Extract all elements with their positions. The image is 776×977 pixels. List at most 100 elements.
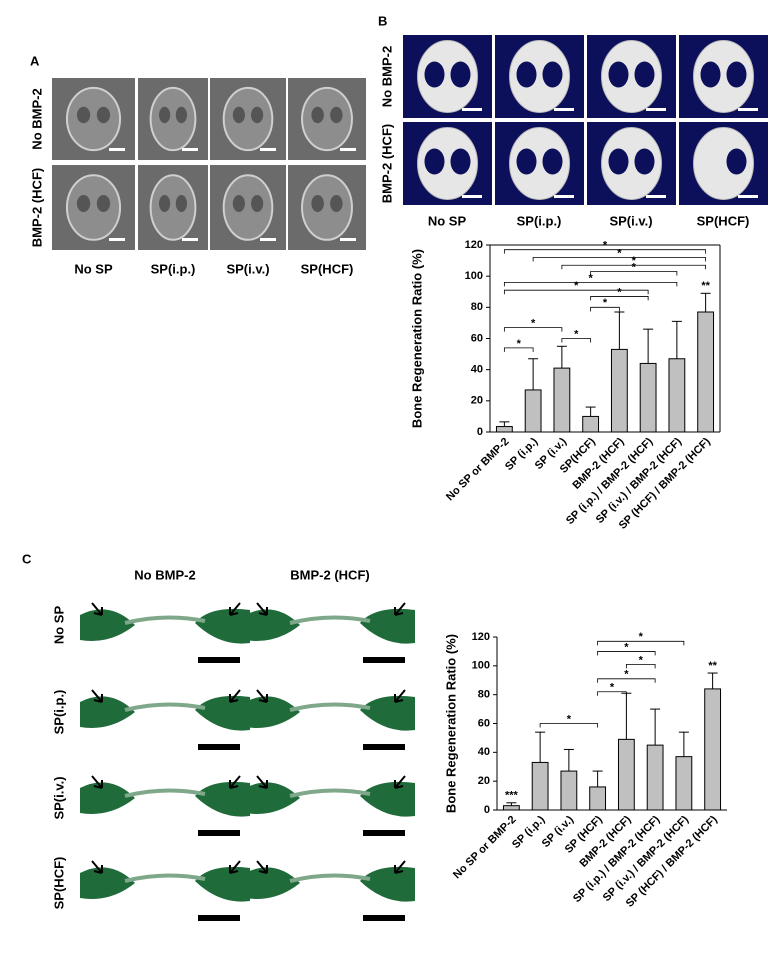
bracket-label: *: [531, 317, 536, 329]
y-tick-label: 120: [472, 631, 490, 643]
skull: [65, 86, 122, 152]
arrow: [394, 860, 406, 874]
y-tick-label: 80: [471, 301, 483, 313]
scale-bar: [554, 195, 574, 198]
bone-left: [245, 782, 300, 814]
bracket-label: *: [588, 272, 593, 284]
bar: [668, 358, 686, 433]
bar: [495, 426, 513, 433]
scale-bar: [363, 744, 405, 750]
defect: [450, 61, 471, 88]
bracket-label: *: [574, 328, 579, 340]
significance: ***: [505, 790, 519, 802]
bracket: [532, 257, 707, 262]
arrow: [229, 602, 241, 616]
y-tick-label: 20: [478, 775, 490, 787]
bracket-label: *: [610, 682, 615, 694]
bar: [704, 688, 722, 811]
bar: [553, 367, 571, 433]
scale-bar: [260, 238, 276, 241]
scale-bar: [260, 148, 276, 151]
x-tick-label: SP (i.p.): [510, 813, 548, 851]
panel-label: C: [22, 551, 32, 566]
eye-socket: [96, 195, 111, 212]
bar: [582, 415, 600, 433]
bone-right: [195, 695, 250, 731]
eye-socket: [251, 106, 264, 124]
row-label: SP(HCF): [51, 857, 66, 910]
scale-bar: [554, 108, 574, 111]
scale-bar: [198, 830, 240, 836]
bracket-label: *: [639, 631, 644, 643]
column-label: SP(i.v.): [609, 213, 652, 228]
y-tick-label: 0: [484, 804, 490, 816]
scale-bar: [109, 238, 125, 241]
bracket-label: *: [603, 240, 608, 252]
bracket: [503, 289, 649, 295]
column-label: SP(i.v.): [226, 261, 269, 276]
bracket: [590, 296, 649, 301]
bar: [639, 362, 657, 433]
scale-bar: [198, 744, 240, 750]
bracket: [503, 282, 678, 287]
y-tick-label: 100: [472, 660, 490, 672]
defect: [700, 61, 721, 88]
arrow: [91, 602, 103, 616]
scale-bar: [462, 195, 482, 198]
scale-bar: [340, 238, 356, 241]
bar: [675, 756, 693, 811]
bone-left: [80, 867, 135, 899]
y-axis-label: Bone Regeneration Ratio (%): [409, 249, 424, 428]
bone-left: [245, 696, 300, 728]
arrow: [91, 775, 103, 789]
y-axis-label: Bone Regeneration Ratio (%): [443, 634, 458, 813]
y-tick-label: 0: [477, 426, 483, 438]
bracket: [561, 338, 592, 343]
bone-right: [195, 866, 250, 902]
arrow: [91, 860, 103, 874]
row-label: SP(i.v.): [51, 776, 66, 819]
bracket-label: *: [617, 286, 622, 298]
eye-socket: [76, 106, 91, 124]
bracket-label: *: [617, 247, 622, 259]
column-label: SP(HCF): [697, 213, 750, 228]
tissue: [289, 788, 371, 798]
skull: [693, 127, 754, 200]
column-label: SP(HCF): [301, 261, 354, 276]
defect: [700, 148, 721, 175]
skull: [149, 86, 197, 152]
arrow: [229, 689, 241, 703]
bar: [502, 805, 520, 811]
tissue: [124, 702, 206, 712]
bone-left: [80, 609, 135, 641]
arrow: [256, 689, 268, 703]
bar: [531, 761, 549, 811]
bracket-label: *: [603, 297, 608, 309]
bone-left: [80, 696, 135, 728]
bracket: [597, 691, 627, 696]
eye-socket: [232, 106, 245, 124]
x-tick-label: No SP or BMP-2: [444, 436, 512, 504]
bone-right: [360, 608, 415, 644]
eye-socket: [175, 195, 187, 212]
eye-socket: [232, 195, 245, 212]
bar: [617, 738, 635, 811]
bracket-label: *: [632, 261, 637, 273]
scale-bar: [182, 238, 198, 241]
bar: [560, 770, 578, 811]
scale-bar: [363, 657, 405, 663]
arrow: [256, 775, 268, 789]
skull: [301, 86, 353, 152]
bracket-label: *: [624, 669, 629, 681]
bone-right: [360, 866, 415, 902]
skull: [417, 40, 478, 113]
bracket: [597, 640, 685, 646]
eye-socket: [311, 106, 324, 124]
eye-socket: [159, 106, 171, 124]
arrow: [394, 775, 406, 789]
defect: [424, 148, 445, 175]
arrow: [91, 689, 103, 703]
defect: [608, 61, 629, 88]
column-label: SP(i.p.): [517, 213, 562, 228]
y-tick-label: 20: [471, 395, 483, 407]
